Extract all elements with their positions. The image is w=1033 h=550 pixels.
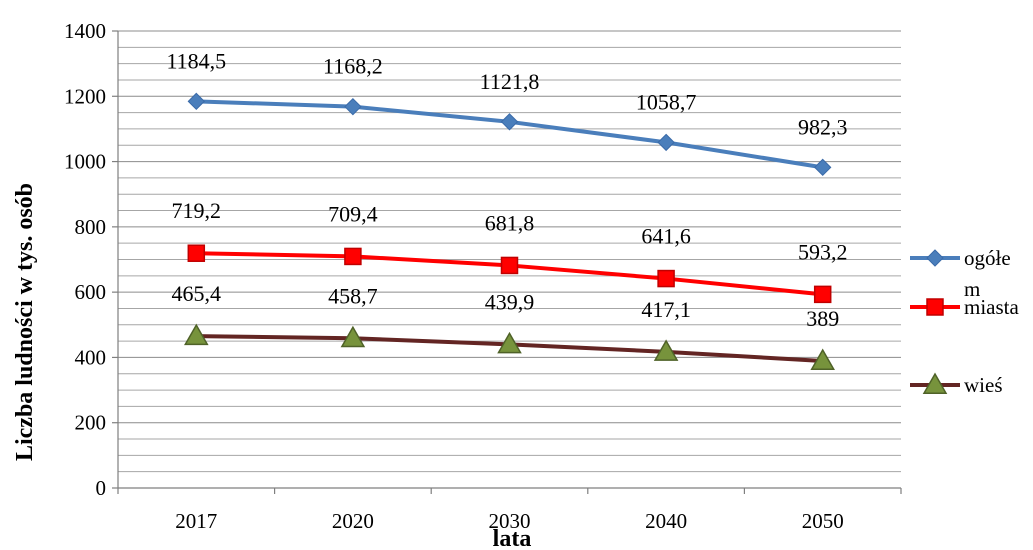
data-label: 641,6 — [641, 224, 691, 249]
data-point — [810, 348, 835, 371]
data-label: 465,4 — [172, 281, 222, 306]
x-tick-label: 2040 — [645, 509, 687, 533]
legend-marker-ogółem — [926, 249, 944, 267]
data-label: 719,2 — [172, 198, 222, 223]
y-tick-label: 1200 — [64, 84, 106, 108]
data-label: 1121,8 — [480, 69, 540, 94]
data-label: 681,8 — [485, 210, 535, 235]
y-tick-label: 800 — [75, 215, 107, 239]
x-axis-title: lata — [493, 526, 532, 550]
data-labels: 1184,5 1168,2 1121,8 1058,7 982,3 719,2 709,4 6… — [166, 48, 847, 331]
x-tick-label: 2017 — [175, 509, 217, 533]
data-label: 1184,5 — [166, 48, 226, 73]
data-point — [344, 247, 362, 266]
gridlines — [118, 30, 901, 473]
data-point — [344, 97, 362, 116]
legend-label: miasta — [964, 295, 1019, 319]
legend-marker-wieś — [922, 372, 948, 394]
series-line-ogółem — [196, 99, 824, 170]
data-series — [184, 92, 835, 371]
data-label: 458,7 — [328, 283, 378, 308]
data-label: 982,3 — [798, 114, 848, 139]
data-point — [497, 331, 522, 354]
y-axis-tick-labels: 0 200 400 600 800 1000 1200 1400 — [64, 19, 106, 500]
legend-label: m — [964, 277, 980, 301]
data-point — [813, 285, 832, 304]
y-tick-label: 0 — [96, 476, 107, 500]
data-point — [500, 256, 519, 275]
data-label: 709,4 — [328, 201, 378, 226]
data-point — [187, 92, 206, 111]
data-point — [187, 244, 206, 262]
data-point — [813, 158, 832, 177]
legend-label: ogółe — [964, 246, 1011, 270]
y-tick-label: 1400 — [64, 19, 106, 43]
data-point — [340, 325, 366, 348]
data-label: 1058,7 — [636, 89, 697, 114]
x-tick-label: 2030 — [489, 509, 531, 533]
data-point — [500, 113, 519, 131]
axes — [112, 30, 902, 494]
y-tick-label: 600 — [75, 280, 107, 304]
y-tick-label: 200 — [75, 411, 107, 435]
x-tick-label: 2020 — [332, 509, 374, 533]
legend-marker-miasta — [926, 298, 944, 316]
x-axis-tick-labels: 2017 2020 2030 2040 2050 — [175, 509, 843, 533]
data-point — [184, 323, 209, 346]
data-label: 1168,2 — [323, 54, 383, 79]
legend-label: wieś — [964, 373, 1003, 397]
data-label: 593,2 — [798, 239, 848, 264]
y-tick-label: 400 — [75, 345, 107, 369]
y-tick-label: 1000 — [64, 150, 106, 174]
data-point — [653, 339, 679, 361]
data-label: 389 — [806, 306, 839, 331]
data-label: 417,1 — [641, 297, 691, 322]
data-point — [657, 269, 675, 288]
data-point — [657, 133, 675, 152]
data-label: 439,9 — [485, 289, 535, 314]
y-axis-title: Liczba ludności w tys. osób — [12, 183, 38, 461]
x-tick-label: 2050 — [802, 509, 844, 533]
